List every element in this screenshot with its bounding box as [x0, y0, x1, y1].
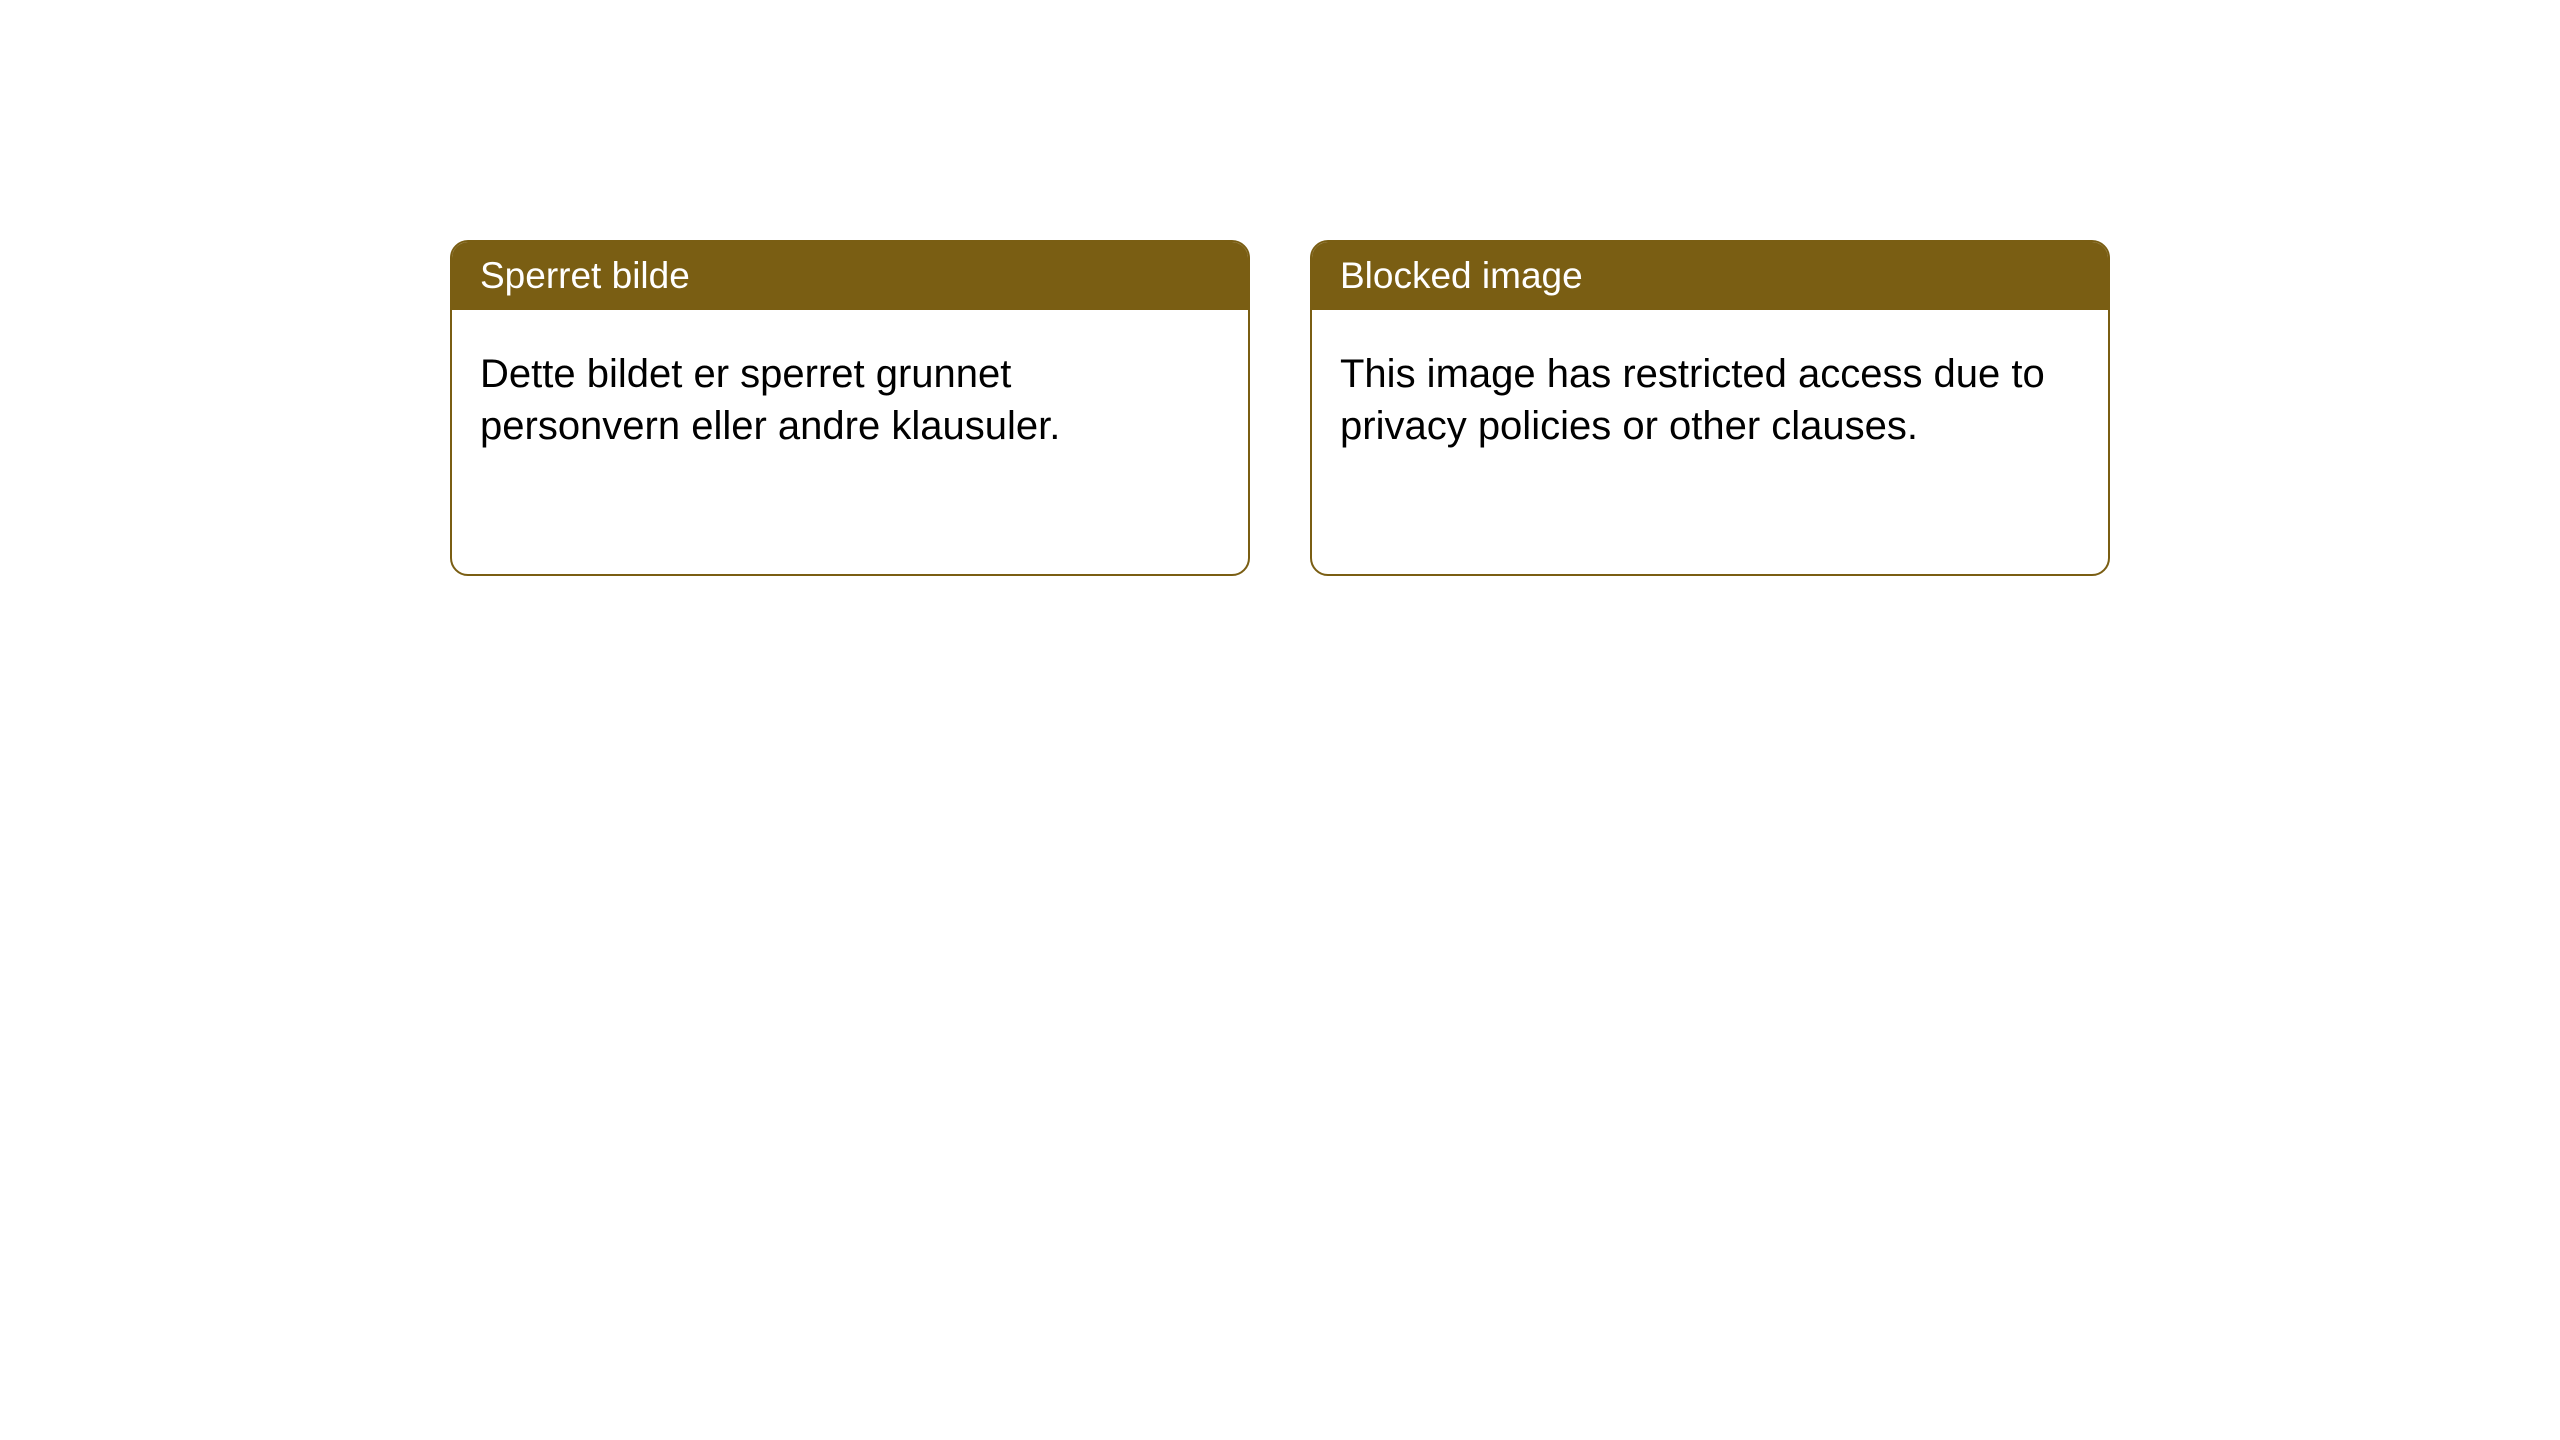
card-title: Blocked image [1340, 255, 1583, 296]
notice-card-english: Blocked image This image has restricted … [1310, 240, 2110, 576]
card-header: Blocked image [1312, 242, 2108, 310]
notice-card-norwegian: Sperret bilde Dette bildet er sperret gr… [450, 240, 1250, 576]
card-title: Sperret bilde [480, 255, 690, 296]
card-header: Sperret bilde [452, 242, 1248, 310]
card-message: This image has restricted access due to … [1340, 352, 2045, 448]
card-body: Dette bildet er sperret grunnet personve… [452, 310, 1248, 490]
card-body: This image has restricted access due to … [1312, 310, 2108, 490]
notice-container: Sperret bilde Dette bildet er sperret gr… [450, 240, 2110, 576]
card-message: Dette bildet er sperret grunnet personve… [480, 352, 1060, 448]
